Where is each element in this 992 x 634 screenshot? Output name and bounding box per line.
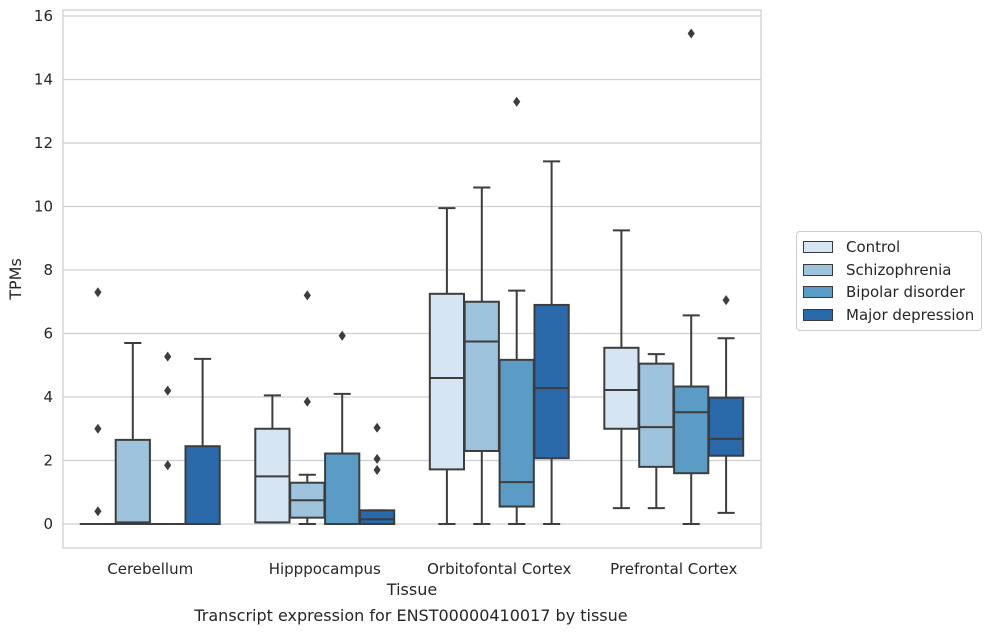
box-bipolar-disorder — [149, 351, 186, 526]
box-schizophrenia — [463, 186, 500, 525]
outlier-point — [373, 453, 381, 464]
box-bipolar-disorder — [673, 28, 710, 525]
box-major-depression — [533, 160, 570, 525]
box-control — [428, 207, 466, 525]
boxes — [79, 28, 745, 526]
x-tick-label: Hipppocampus — [269, 560, 381, 578]
x-tick-label: Prefrontal Cortex — [610, 560, 737, 578]
x-axis-ticks: Cerebellum Hipppocampus Orbitofontal Corte… — [107, 560, 737, 578]
legend-item: Bipolar disorder — [797, 281, 981, 304]
y-tick-label: 4 — [43, 388, 53, 406]
legend-swatch — [803, 263, 833, 276]
outlier-point — [303, 290, 311, 301]
legend-item: Major depression — [797, 304, 981, 327]
y-tick-label: 16 — [34, 7, 53, 25]
outlier-point — [373, 422, 381, 433]
gridlines — [63, 15, 761, 525]
outlier-point — [722, 295, 730, 306]
box-schizophrenia — [638, 353, 675, 510]
y-tick-label: 12 — [34, 134, 53, 152]
legend: Control Schizophrenia Bipolar disorder Majo… — [796, 231, 982, 331]
y-tick-label: 6 — [43, 325, 53, 343]
outlier-point — [513, 96, 521, 107]
y-axis-ticks: 0 2 4 6 8 10 12 14 16 — [34, 7, 53, 533]
box-iqr — [358, 509, 396, 526]
box-schizophrenia — [289, 290, 326, 525]
legend-item: Control — [797, 236, 981, 259]
legend-label: Bipolar disorder — [846, 283, 965, 302]
y-tick-label: 0 — [43, 515, 53, 533]
box-bipolar-disorder — [324, 330, 361, 526]
outlier-point — [94, 423, 102, 434]
box-iqr — [428, 292, 466, 471]
outlier-point — [373, 465, 381, 476]
box-iqr — [707, 396, 745, 457]
chart-caption: Transcript expression for ENST0000041001… — [194, 606, 628, 625]
y-tick-label: 8 — [43, 261, 53, 279]
legend-swatch — [803, 241, 833, 254]
outlier-point — [94, 287, 102, 298]
outlier-point — [94, 506, 102, 517]
legend-item: Schizophrenia — [797, 259, 981, 282]
outlier-point — [338, 330, 346, 341]
box-major-depression — [707, 295, 745, 514]
outlier-point — [303, 396, 311, 407]
box-control — [603, 229, 640, 510]
y-tick-label: 10 — [34, 198, 53, 216]
box-control — [79, 287, 117, 526]
box-iqr — [638, 362, 675, 468]
box-iqr — [533, 303, 570, 460]
box-iqr — [673, 385, 710, 475]
box-iqr — [498, 358, 535, 508]
legend-label: Control — [846, 238, 901, 257]
plot-frame — [62, 9, 762, 549]
legend-swatch — [803, 286, 833, 299]
y-tick-label: 2 — [43, 452, 53, 470]
box-iqr — [114, 438, 151, 525]
x-tick-label: Cerebellum — [107, 560, 193, 578]
legend-label: Schizophrenia — [846, 260, 952, 279]
outlier-point — [164, 385, 172, 396]
box-iqr — [184, 445, 221, 525]
y-tick-label: 14 — [34, 71, 53, 89]
box-schizophrenia — [114, 342, 151, 525]
box-iqr — [324, 452, 361, 526]
box-bipolar-disorder — [498, 96, 535, 525]
box-iqr — [463, 300, 500, 452]
y-axis-label: TPMs — [6, 258, 25, 301]
box-major-depression — [184, 357, 221, 525]
legend-label: Major depression — [846, 305, 975, 324]
outlier-point — [164, 351, 172, 362]
box-control — [254, 394, 291, 524]
outlier-point — [687, 28, 695, 39]
box-major-depression — [358, 422, 396, 526]
x-tick-label: Orbitofontal Cortex — [427, 560, 571, 578]
box-iqr — [603, 346, 640, 430]
legend-swatch — [803, 308, 833, 321]
outlier-point — [164, 460, 172, 471]
x-axis-label: Tissue — [386, 580, 437, 599]
